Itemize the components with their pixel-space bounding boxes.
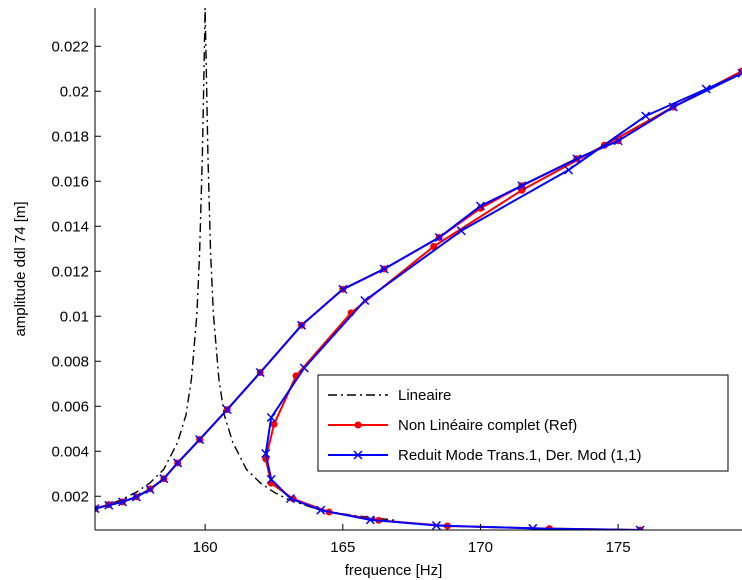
series-3-point xyxy=(159,474,169,484)
y-tick-label: 0.012 xyxy=(51,263,89,280)
series-3-point xyxy=(266,412,276,423)
y-tick-label: 0.014 xyxy=(51,218,89,235)
series-3-point xyxy=(456,226,466,236)
y-tick-label: 0.02 xyxy=(60,83,89,100)
series-3-point xyxy=(145,484,155,495)
series-3-point xyxy=(316,505,326,515)
x-tick-label: 165 xyxy=(330,539,355,556)
series-3-point xyxy=(255,367,265,378)
legend-label-3: Reduit Mode Trans.1, Der. Mod (1,1) xyxy=(398,447,641,464)
y-tick-label: 0.008 xyxy=(51,353,89,370)
series-3-point xyxy=(266,474,276,484)
series-3-point xyxy=(379,264,389,274)
y-tick-label: 0.004 xyxy=(51,443,89,460)
series-3-point xyxy=(195,435,205,445)
series-3-point xyxy=(296,320,307,330)
legend: Lineaire Non Linéaire complet (Ref) Reduit… xyxy=(317,374,729,472)
y-tick-label: 0.002 xyxy=(51,488,89,505)
series-3-point xyxy=(222,405,232,415)
x-tick-label: 160 xyxy=(193,539,218,556)
series-3-point xyxy=(737,68,742,78)
x-tick-label: 170 xyxy=(468,539,493,556)
series-3-point xyxy=(365,515,375,525)
series-3-point xyxy=(641,111,651,121)
series-3-point xyxy=(95,504,100,514)
series-3-point xyxy=(528,523,538,530)
series-3-point xyxy=(131,492,141,502)
y-tick-label: 0.006 xyxy=(51,398,89,415)
series-3-point xyxy=(668,102,678,112)
legend-marker-2 xyxy=(354,421,362,429)
series-3-point xyxy=(701,84,711,94)
series-2-point xyxy=(270,420,278,428)
series-3-point xyxy=(572,154,582,164)
series-3-point xyxy=(517,181,527,191)
y-tick-label: 0.022 xyxy=(51,38,89,55)
series-3-point xyxy=(475,201,485,211)
series-3-point xyxy=(360,295,370,306)
series-3-point xyxy=(613,136,623,146)
series-3-point xyxy=(431,520,441,530)
series-3-point xyxy=(434,232,444,243)
legend-label-1: Lineaire xyxy=(398,387,451,404)
series-3-point xyxy=(299,363,309,373)
series-3-point xyxy=(118,497,128,507)
y-tick-label: 0.01 xyxy=(60,308,89,325)
plot-area xyxy=(95,8,742,530)
legend-marker-3 xyxy=(353,450,363,460)
series-3-point xyxy=(261,448,271,459)
series-3-point xyxy=(564,165,574,175)
series-3-point xyxy=(285,493,296,504)
series-3-point xyxy=(338,284,348,294)
x-axis-label: frequence [Hz] xyxy=(345,562,443,579)
x-tick-label: 175 xyxy=(606,539,631,556)
y-tick-label: 0.018 xyxy=(51,128,89,145)
series-3-point xyxy=(173,458,183,468)
series-3-point xyxy=(104,500,114,510)
y-axis-label: amplitude ddl 74 [m] xyxy=(12,201,29,336)
legend-label-2: Non Linéaire complet (Ref) xyxy=(398,417,577,434)
series-3-point xyxy=(635,525,645,530)
y-tick-label: 0.016 xyxy=(51,173,89,190)
axes: 160 165 170 175 0.002 0.004 0.006 0.008 0.01 0.01… xyxy=(12,8,742,579)
